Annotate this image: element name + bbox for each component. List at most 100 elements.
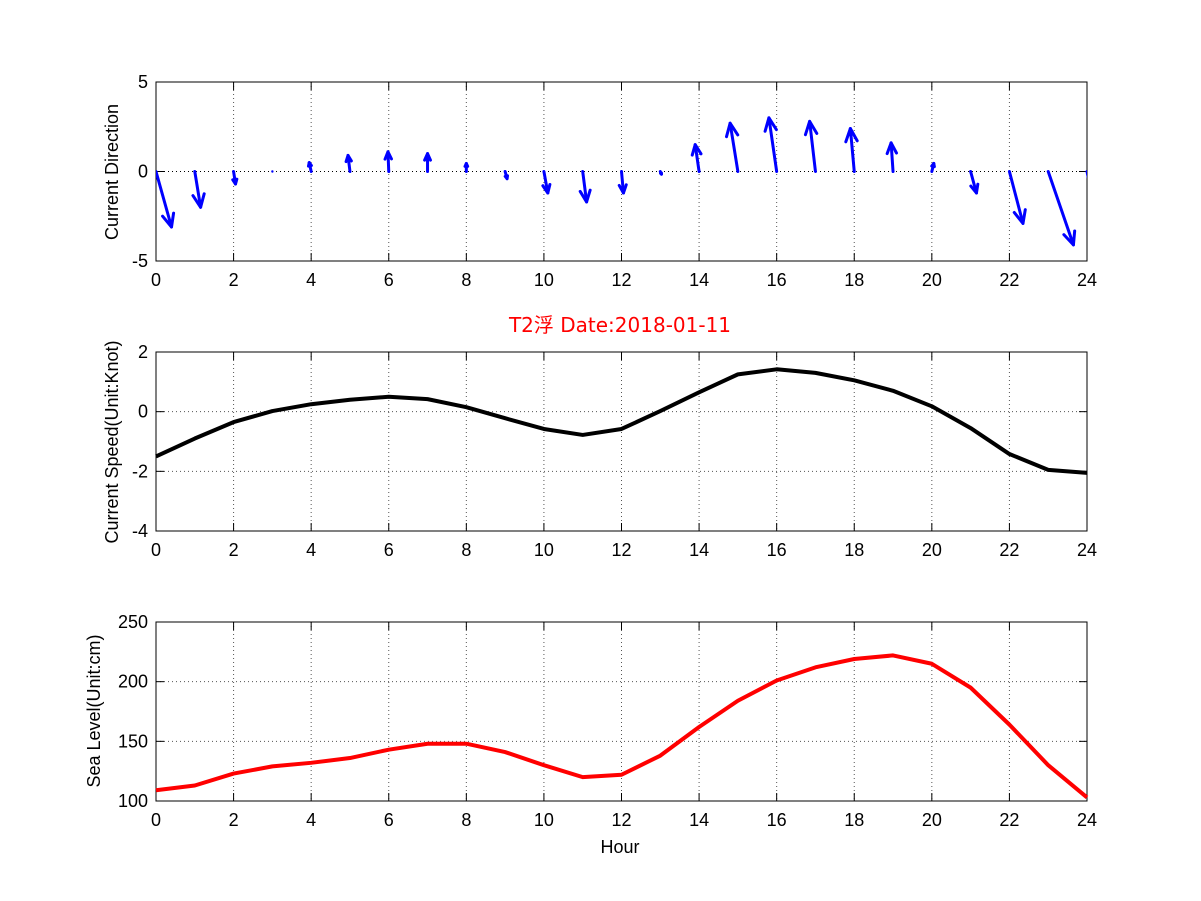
direction-arrow [541, 170, 552, 195]
direction-arrow [1085, 170, 1101, 229]
direction-arrow [658, 170, 663, 176]
sea-level-x-tick-label: 2 [229, 810, 239, 830]
sea-level-y-tick-label: 200 [118, 672, 148, 692]
direction-arrow-shaft [808, 119, 817, 173]
current-direction-x-tick-label: 6 [384, 270, 394, 290]
direction-arrow-shaft [767, 116, 779, 173]
direction-arrow-head [503, 174, 510, 181]
current-direction-x-tick-label: 12 [611, 270, 631, 290]
current-direction-x-tick-label: 18 [844, 270, 864, 290]
direction-arrow [1046, 170, 1077, 247]
direction-arrow-head [969, 182, 980, 195]
direction-arrow [578, 170, 592, 204]
direction-arrow-head [690, 143, 703, 157]
sea-level-y-tick-label: 100 [118, 791, 148, 811]
direction-arrow [725, 121, 740, 173]
current-direction-x-tick-label: 14 [689, 270, 709, 290]
direction-arrow-shaft [581, 170, 589, 204]
direction-arrow-shaft [728, 121, 740, 173]
sea-level-x-tick-label: 8 [461, 810, 471, 830]
current-direction-x-tick-label: 0 [151, 270, 161, 290]
direction-arrow-head [191, 192, 206, 209]
current-speed-ylabel: Current Speed(Unit:Knot) [102, 340, 122, 543]
current-direction-x-tick-label: 10 [534, 270, 554, 290]
sea-level-x-tick-label: 20 [922, 810, 942, 830]
direction-arrow [423, 152, 432, 173]
sea-level-y-tick-label: 150 [118, 731, 148, 751]
current-speed-y-tick-label: 0 [138, 402, 148, 422]
direction-arrow [306, 161, 313, 173]
current-direction-x-tick-label: 22 [999, 270, 1019, 290]
direction-arrow [1007, 170, 1027, 225]
sea-level-x-tick-label: 22 [999, 810, 1019, 830]
current-speed-x-tick-label: 14 [689, 540, 709, 560]
direction-arrow-head [725, 121, 740, 139]
direction-arrow [383, 150, 393, 173]
sea-level-x-tick-label: 18 [844, 810, 864, 830]
current-direction-y-tick-label: 5 [138, 72, 148, 92]
current-speed-x-tick-label: 10 [534, 540, 554, 560]
direction-arrow [191, 170, 206, 209]
direction-arrow-head [541, 183, 552, 195]
direction-arrow-shaft [1007, 170, 1025, 225]
current-speed-y-tick-label: 2 [138, 342, 148, 362]
current-speed-x-tick-label: 22 [999, 540, 1019, 560]
current-speed-x-tick-label: 4 [306, 540, 316, 560]
direction-arrow-head [1090, 215, 1101, 229]
direction-arrow-head [423, 152, 432, 162]
direction-arrow [503, 170, 510, 181]
direction-arrow-head [1012, 208, 1027, 225]
direction-arrow [803, 119, 819, 173]
direction-arrow-dot [271, 170, 274, 173]
direction-arrow [271, 170, 274, 173]
direction-arrow-head [844, 127, 859, 144]
direction-arrow [344, 153, 353, 173]
x-axis-label: Hour [600, 837, 639, 857]
direction-arrow-head [578, 188, 592, 204]
direction-arrow-head [1062, 229, 1077, 247]
direction-arrow [690, 143, 703, 173]
current-speed-x-tick-label: 8 [461, 540, 471, 560]
direction-arrow-shaft [1046, 170, 1075, 247]
sea-level-x-tick-label: 14 [689, 810, 709, 830]
direction-arrow [844, 127, 859, 173]
current-speed-x-tick-label: 0 [151, 540, 161, 560]
current-direction-x-tick-label: 20 [922, 270, 942, 290]
current-direction-x-tick-label: 16 [767, 270, 787, 290]
current-speed-x-tick-label: 16 [767, 540, 787, 560]
direction-arrow [885, 141, 898, 173]
chart-title: T2浮 Date:2018-01-11 [508, 313, 731, 337]
direction-arrow-head [617, 183, 628, 195]
current-speed-series-line [155, 367, 1088, 475]
direction-arrow [969, 170, 980, 195]
current-speed-x-tick-label: 6 [384, 540, 394, 560]
current-speed-x-tick-label: 20 [922, 540, 942, 560]
current-speed-x-tick-label: 24 [1077, 540, 1097, 560]
direction-arrow-shaft [693, 143, 701, 173]
direction-arrow-shaft [156, 170, 174, 229]
current-direction-x-tick-label: 8 [461, 270, 471, 290]
direction-arrow [156, 170, 176, 229]
sea-level-y-tick-label: 250 [118, 612, 148, 632]
current-direction-ylabel: Current Direction [102, 104, 122, 240]
direction-arrow-shaft [889, 141, 895, 173]
direction-arrow-head [930, 161, 936, 169]
direction-arrow-shaft [193, 170, 203, 209]
direction-arrow [231, 170, 239, 186]
sea-level-ylabel: Sea Level(Unit:cm) [84, 634, 104, 787]
sea-level-x-tick-label: 6 [384, 810, 394, 830]
current-speed-grid [156, 352, 1087, 531]
current-speed-x-tick-label: 12 [611, 540, 631, 560]
direction-arrow [763, 116, 779, 173]
sea-level-series-line [155, 653, 1089, 799]
current-speed-x-tick-label: 18 [844, 540, 864, 560]
current-speed-y-tick-label: -2 [132, 461, 148, 481]
direction-arrow-head [803, 119, 819, 137]
direction-arrow-shaft [969, 170, 978, 195]
direction-arrow-head [463, 161, 470, 168]
direction-arrow-head [383, 150, 393, 161]
current-direction-x-tick-label: 4 [306, 270, 316, 290]
direction-arrow-shaft [1085, 170, 1087, 180]
